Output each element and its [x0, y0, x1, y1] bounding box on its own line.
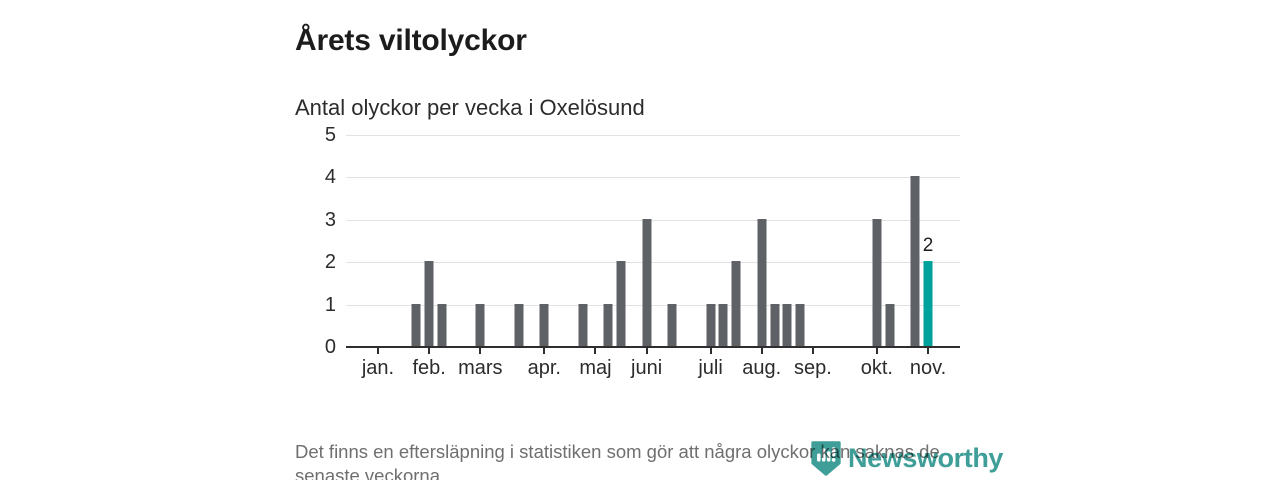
y-tick-label-0: 0 — [324, 336, 336, 358]
gridline-y4 — [346, 177, 960, 179]
gridline-y3 — [346, 219, 960, 221]
bar-week-28 — [718, 304, 728, 346]
bar-week-17 — [578, 304, 588, 346]
newsworthy-logo-icon — [811, 441, 841, 476]
x-tick-label-feb: feb. — [412, 357, 446, 379]
x-tick-label-aug: aug. — [742, 357, 782, 379]
footnote: Det finns en eftersläpning i statistiken… — [295, 440, 995, 480]
page-title: Årets viltolyckor — [295, 24, 527, 58]
bar-week-6 — [437, 304, 447, 346]
bar-week-22 — [642, 219, 652, 346]
gridline-y2 — [346, 262, 960, 264]
bar-week-40 — [872, 219, 882, 346]
y-tick-label-3: 3 — [324, 208, 336, 231]
x-tick-mars — [479, 348, 482, 354]
x-tick-feb — [428, 348, 431, 354]
x-tick-label-nov: nov. — [909, 357, 947, 379]
x-tick-maj — [594, 348, 597, 354]
bar-week-34 — [795, 304, 805, 346]
bar-week-14 — [539, 304, 549, 346]
bar-week-31 — [757, 219, 767, 346]
y-tick-label-4: 4 — [324, 166, 336, 189]
bar-week-19 — [603, 304, 613, 346]
x-tick-label-maj: maj — [579, 357, 612, 379]
x-tick-okt — [875, 348, 878, 354]
plot-area: 0 1 2 3 4 5 2 jan. feb. mars apr. maj juni juli aug. se… — [325, 124, 960, 379]
x-tick-label-mars: mars — [458, 357, 503, 379]
x-tick-label-juni: juni — [631, 357, 663, 379]
bar-week-9 — [475, 304, 485, 346]
footnote-line-1: Det finns en eftersläpning i statistiken… — [295, 441, 940, 462]
bar-week-12 — [514, 304, 524, 346]
bar-week-44 — [923, 261, 933, 346]
x-tick-juni — [645, 348, 648, 354]
x-tick-jan — [376, 348, 379, 354]
y-tick-label-1: 1 — [324, 293, 336, 316]
bar-week-24 — [667, 304, 677, 346]
x-tick-sep — [811, 348, 814, 354]
bar-week-41 — [885, 304, 895, 346]
gridline-y5 — [346, 135, 960, 136]
bar-week-43 — [910, 176, 920, 346]
x-tick-label-sep: sep. — [793, 357, 832, 379]
x-tick-label-okt: okt. — [860, 357, 893, 379]
x-tick-nov — [927, 348, 930, 354]
gridline-y1 — [346, 304, 960, 306]
x-tick-juli — [709, 348, 712, 354]
x-tick-aug — [760, 348, 763, 354]
newsworthy-logo-text: Newsworthy — [848, 443, 1004, 473]
highlight-value-label: 2 — [922, 235, 934, 257]
bar-week-20 — [616, 261, 626, 346]
newsworthy-logo[interactable]: Newsworthy — [811, 441, 1003, 476]
chart-subtitle: Antal olyckor per vecka i Oxelösund — [295, 95, 645, 121]
footnote-line-2: senaste veckorna. — [295, 464, 446, 480]
bar-week-5 — [424, 261, 434, 346]
x-tick-apr — [543, 348, 546, 354]
x-tick-label-juli: juli — [698, 357, 723, 379]
bar-week-27 — [706, 304, 716, 346]
x-tick-label-apr: apr. — [527, 357, 561, 379]
bar-week-32 — [770, 304, 780, 346]
x-tick-label-jan: jan. — [361, 357, 395, 379]
x-axis-line — [346, 346, 960, 348]
y-tick-label-5: 5 — [324, 124, 336, 146]
bar-week-4 — [411, 304, 421, 346]
bar-week-29 — [731, 261, 741, 346]
bar-week-33 — [782, 304, 792, 346]
y-tick-label-2: 2 — [324, 251, 336, 274]
